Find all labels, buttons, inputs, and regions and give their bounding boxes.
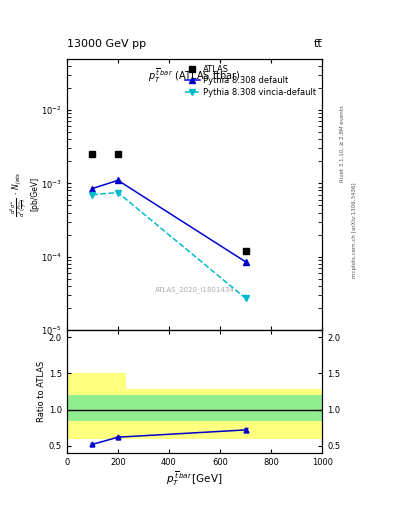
Line: Pythia 8.308 default: Pythia 8.308 default	[89, 177, 249, 265]
Pythia 8.308 vincia-default	[116, 189, 120, 196]
Pythia 8.308 default	[90, 185, 95, 191]
Line: ATLAS: ATLAS	[89, 151, 249, 254]
ATLAS	[243, 248, 248, 254]
Pythia 8.308 default	[243, 259, 248, 265]
Text: tt̅: tt̅	[314, 38, 322, 49]
Pythia 8.308 vincia-default	[243, 295, 248, 302]
Pythia 8.308 vincia-default	[90, 191, 95, 198]
X-axis label: $p^{\,\overline{t}\,bar\!\!}_{T}$ [GeV]: $p^{\,\overline{t}\,bar\!\!}_{T}$ [GeV]	[166, 470, 223, 488]
ATLAS	[90, 151, 95, 157]
Line: Pythia 8.308 vincia-default: Pythia 8.308 vincia-default	[89, 189, 249, 302]
Legend: ATLAS, Pythia 8.308 default, Pythia 8.308 vincia-default: ATLAS, Pythia 8.308 default, Pythia 8.30…	[183, 63, 318, 98]
Text: 13000 GeV pp: 13000 GeV pp	[67, 38, 146, 49]
Text: mcplots.cern.ch [arXiv:1306.3436]: mcplots.cern.ch [arXiv:1306.3436]	[352, 183, 357, 278]
ATLAS	[116, 151, 120, 157]
Text: $p_T^{\,\overline{t}\,bar}$ (ATLAS ttbar): $p_T^{\,\overline{t}\,bar}$ (ATLAS ttbar…	[148, 67, 241, 86]
Text: Rivet 3.1.10, ≥ 2.8M events: Rivet 3.1.10, ≥ 2.8M events	[340, 105, 345, 182]
Y-axis label: Ratio to ATLAS: Ratio to ATLAS	[37, 361, 46, 422]
Y-axis label: $\frac{d^2\sigma^{u}}{d^2(\frac{p_{bin}}{T})}\ \cdot\,N_{jets}$
[pb/GeV]: $\frac{d^2\sigma^{u}}{d^2(\frac{p_{bin}}…	[8, 172, 39, 217]
Pythia 8.308 default	[116, 177, 120, 183]
Text: ATLAS_2020_I1801434: ATLAS_2020_I1801434	[155, 286, 234, 293]
